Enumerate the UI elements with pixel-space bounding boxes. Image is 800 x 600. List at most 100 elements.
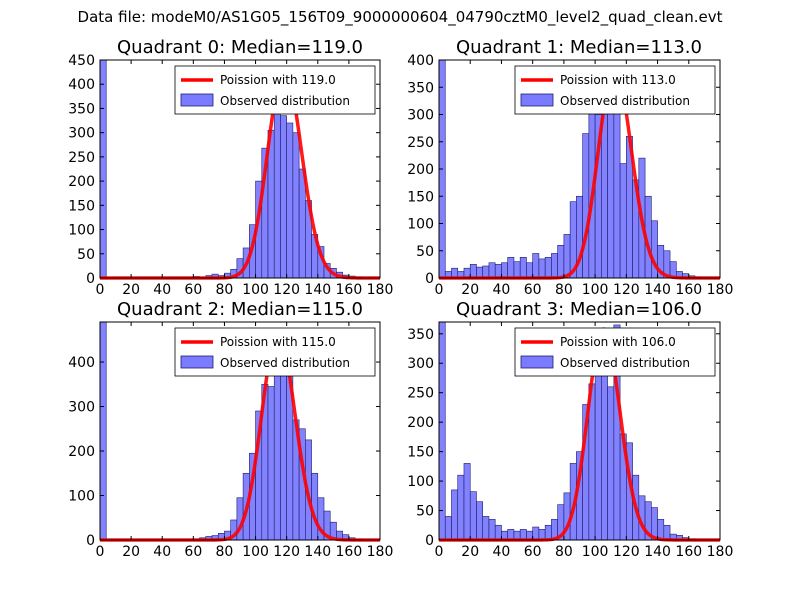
quadrant-2-y-tick-label: 100 [68, 489, 95, 505]
quadrant-1-bar [607, 100, 615, 279]
quadrant-0-y-tick-label: 350 [68, 101, 95, 117]
quadrant-3-bar [451, 489, 459, 541]
quadrant-1-bar [582, 133, 590, 279]
quadrant-3-legend: Poission with 106.0 Observed distributio… [514, 327, 716, 377]
quadrant-0-x-tick-label: 80 [216, 282, 234, 298]
quadrant-3-bar [482, 516, 490, 541]
quadrant-0-x-tick-label: 40 [153, 282, 171, 298]
quadrant-1-bar [532, 253, 540, 279]
quadrant-1-bar [544, 256, 552, 279]
quadrant-1-bar [601, 108, 608, 279]
quadrant-1-bar [619, 163, 627, 279]
quadrant-3-y-tick-label: 250 [407, 386, 434, 402]
quadrant-0-bar [298, 168, 306, 279]
quadrant-0-x-tick-label: 100 [242, 282, 269, 298]
quadrant-1-y-tick-label: 50 [416, 244, 434, 260]
quadrant-1-bar [551, 253, 558, 279]
quadrant-3-x-tick-label: 140 [644, 544, 671, 560]
quadrant-2-x-tick-label: 40 [153, 544, 171, 560]
quadrant-1-legend: Poission with 113.0 Observed distributio… [514, 65, 716, 115]
quadrant-2-y-tick-label: 0 [86, 533, 95, 549]
quadrant-1-x-tick-label: 180 [707, 282, 734, 298]
quadrant-3-bar [438, 321, 446, 541]
quadrant-3-bar [663, 524, 671, 541]
quadrant-2-panel: Quadrant 2: Median=115.0 0 20 40 60 80 100 120… [68, 299, 393, 560]
quadrant-3-x-tick-label: 120 [613, 544, 640, 560]
quadrant-1-x-tick-label: 40 [493, 282, 511, 298]
quadrant-0-x-tick-label: 140 [304, 282, 331, 298]
quadrant-2-bar [267, 386, 275, 541]
quadrant-3-bar [607, 386, 615, 541]
quadrant-0-axes: 0 20 40 60 80 100 120 140 160 1800501001502002503… [68, 53, 393, 298]
quadrant-3-x-tick-label: 20 [461, 544, 479, 560]
quadrant-0-legend-observed-label: Observed distribution [220, 94, 350, 108]
quadrant-1-axes: 0 20 40 60 80 100 120 140 160 1800501001502002503… [407, 53, 733, 298]
quadrant-1-bar [513, 261, 521, 279]
quadrant-0-x-tick-label: 180 [367, 282, 394, 298]
quadrant-1-panel: Quadrant 1: Median=113.0 0 20 40 60 80 100 120… [407, 37, 733, 298]
quadrant-1-bar [526, 262, 533, 279]
quadrant-2-bar [99, 321, 107, 541]
quadrant-1-y-tick-label: 200 [407, 162, 434, 178]
quadrant-0-y-tick-label: 150 [68, 198, 95, 214]
quadrant-0-x-tick-label: 160 [336, 282, 363, 298]
quadrant-0-bar [286, 122, 294, 279]
quadrant-1-y-tick-label: 400 [407, 53, 434, 69]
quadrant-0-y-tick-label: 100 [68, 223, 95, 239]
quadrant-2-x-tick-label: 100 [242, 544, 269, 560]
quadrant-2-x-tick-label: 20 [122, 544, 140, 560]
quadrant-2-x-tick-label: 80 [216, 544, 234, 560]
quadrant-2-legend-observed-label: Observed distribution [220, 356, 350, 370]
quadrant-0-bar [280, 115, 287, 279]
quadrant-0-x-tick-label: 0 [96, 282, 105, 298]
quadrant-1-x-tick-label: 160 [675, 282, 702, 298]
quadrant-2-x-tick-label: 0 [96, 544, 105, 560]
quadrant-2-x-tick-label: 180 [367, 544, 394, 560]
quadrant-3-x-tick-label: 80 [555, 544, 573, 560]
quadrant-3-x-tick-label: 100 [582, 544, 609, 560]
quadrant-3-x-tick-label: 160 [675, 544, 702, 560]
quadrant-1-bar [469, 264, 477, 279]
quadrant-1-x-tick-label: 60 [524, 282, 542, 298]
quadrant-2-title: Quadrant 2: Median=115.0 [117, 299, 363, 320]
quadrant-1-bar [482, 265, 490, 279]
quadrant-2-histogram [99, 321, 362, 541]
quadrant-0-frame [99, 59, 381, 279]
quadrant-1-title: Quadrant 1: Median=113.0 [456, 37, 702, 58]
quadrant-3-panel: Quadrant 3: Median=106.0 0 20 40 60 80 100 120… [407, 299, 733, 560]
quadrant-0-legend-observed-swatch [180, 93, 214, 107]
quadrant-0-y-tick-label: 450 [68, 53, 95, 69]
quadrant-1-bar [538, 258, 546, 279]
quadrant-3-bar [476, 501, 484, 541]
quadrant-3-histogram [438, 321, 696, 541]
quadrant-2-bar [273, 372, 281, 541]
quadrant-0-panel: Quadrant 0: Median=119.0 0 20 40 60 80 100 120… [68, 37, 393, 298]
quadrant-3-title: Quadrant 3: Median=106.0 [456, 299, 702, 320]
quadrant-0-legend-poisson-label: Poission with 119.0 [220, 73, 336, 87]
quadrant-3-x-tick-label: 60 [524, 544, 542, 560]
quadrant-3-x-tick-label: 180 [707, 544, 734, 560]
quadrant-3-bar [601, 351, 608, 541]
quadrant-1-legend-observed-label: Observed distribution [560, 94, 690, 108]
quadrant-2-x-tick-label: 60 [184, 544, 202, 560]
quadrant-3-bar [657, 519, 665, 541]
quadrant-1-y-tick-label: 250 [407, 135, 434, 151]
quadrant-2-legend-observed-swatch [180, 355, 214, 369]
quadrant-3-x-tick-label: 0 [435, 544, 444, 560]
quadrant-1-x-tick-label: 140 [644, 282, 671, 298]
quadrant-3-axes: 0 20 40 60 80 100 120 140 160 1800501001502002503… [407, 321, 734, 560]
quadrant-0-bar [99, 59, 107, 279]
quadrant-3-bar [463, 463, 471, 541]
quadrant-3-bar [544, 524, 552, 541]
quadrant-1-bar [488, 262, 496, 279]
quadrant-1-x-tick-label: 120 [613, 282, 640, 298]
quadrant-3-bar [494, 524, 502, 541]
quadrant-0-y-tick-label: 300 [68, 126, 95, 142]
quadrant-2-y-tick-label: 400 [68, 355, 95, 371]
quadrant-3-y-tick-label: 300 [407, 356, 434, 372]
quadrant-1-legend-poisson-label: Poission with 113.0 [560, 73, 676, 87]
quadrant-2-legend-poisson-label: Poission with 115.0 [220, 335, 336, 349]
quadrant-0-y-tick-label: 250 [68, 150, 95, 166]
quadrant-2-x-tick-label: 120 [273, 544, 300, 560]
